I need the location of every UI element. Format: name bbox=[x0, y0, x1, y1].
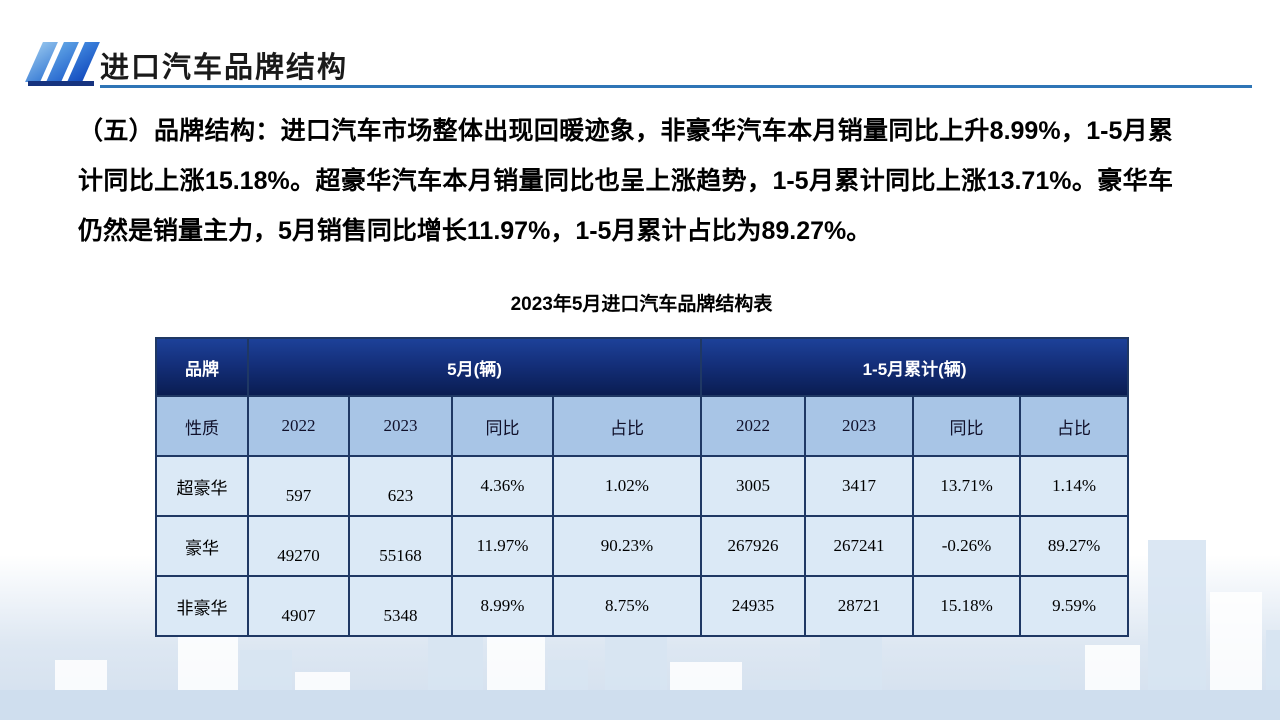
table-cell: 55168 bbox=[348, 515, 453, 577]
table-cell: 28721 bbox=[804, 575, 915, 637]
sub-header: 2023 bbox=[348, 395, 453, 457]
table-cell: 15.18% bbox=[912, 575, 1022, 637]
table-cell: 90.23% bbox=[551, 515, 703, 577]
sub-header: 占比 bbox=[1019, 395, 1130, 457]
sub-header: 占比 bbox=[551, 395, 703, 457]
table-cell: 13.71% bbox=[912, 455, 1022, 517]
table-cell: 8.75% bbox=[551, 575, 703, 637]
summary-paragraph: （五）品牌结构：进口汽车市场整体出现回暖迹象，非豪华汽车本月销量同比上升8.99… bbox=[78, 117, 1173, 245]
row-label: 非豪华 bbox=[155, 575, 249, 637]
table-cell: 4907 bbox=[247, 575, 350, 637]
table-cell: 1.14% bbox=[1019, 455, 1130, 517]
sub-header: 2022 bbox=[247, 395, 350, 457]
table-cell: 8.99% bbox=[451, 575, 554, 637]
sub-header: 性质 bbox=[155, 395, 249, 457]
table-cell: 267241 bbox=[804, 515, 915, 577]
header-underline bbox=[100, 85, 1252, 88]
col-group-may: 5月(辆) bbox=[246, 337, 703, 397]
brand-structure-table: 品牌 5月(辆) 1-5月累计(辆) 性质 2022 2023 同比 占比 20… bbox=[155, 337, 1130, 637]
page-title: 进口汽车品牌结构 bbox=[100, 52, 349, 84]
header-underline-segment bbox=[28, 81, 94, 86]
skyline-base-strip bbox=[0, 690, 1280, 720]
table-cell: 3417 bbox=[804, 455, 915, 517]
table-cell: -0.26% bbox=[912, 515, 1022, 577]
table-cell: 5348 bbox=[348, 575, 453, 637]
table-cell: 11.97% bbox=[451, 515, 554, 577]
table-title: 2023年5月进口汽车品牌结构表 bbox=[510, 294, 773, 315]
table-cell: 623 bbox=[348, 455, 453, 517]
table-cell: 9.59% bbox=[1019, 575, 1130, 637]
table-cell: 3005 bbox=[700, 455, 807, 517]
sub-header: 同比 bbox=[912, 395, 1022, 457]
table-row: 超豪华 597 623 4.36% 1.02% 3005 3417 13.71%… bbox=[155, 455, 1130, 517]
row-label: 超豪华 bbox=[155, 455, 249, 517]
sub-header: 同比 bbox=[451, 395, 554, 457]
table-cell: 267926 bbox=[700, 515, 807, 577]
sub-header: 2022 bbox=[700, 395, 807, 457]
table-row: 豪华 49270 55168 11.97% 90.23% 267926 2672… bbox=[155, 515, 1130, 577]
table-row: 非豪华 4907 5348 8.99% 8.75% 24935 28721 15… bbox=[155, 575, 1130, 637]
table-cell: 89.27% bbox=[1019, 515, 1130, 577]
sub-header: 2023 bbox=[804, 395, 915, 457]
table-cell: 1.02% bbox=[551, 455, 703, 517]
table-cell: 4.36% bbox=[451, 455, 554, 517]
row-label: 豪华 bbox=[155, 515, 249, 577]
table-cell: 24935 bbox=[700, 575, 807, 637]
col-group-cumulative: 1-5月累计(辆) bbox=[700, 337, 1130, 397]
table-cell: 49270 bbox=[247, 515, 350, 577]
table-cell: 597 bbox=[247, 455, 350, 517]
slide-header: 进口汽车品牌结构 bbox=[0, 0, 1280, 100]
col-group-brand: 品牌 bbox=[155, 337, 249, 397]
